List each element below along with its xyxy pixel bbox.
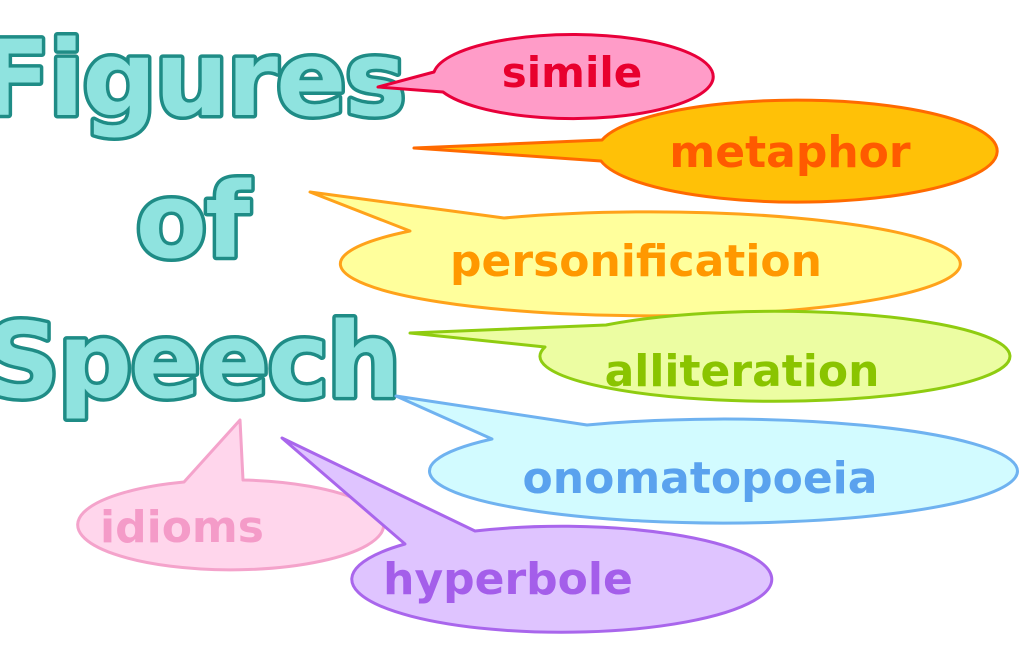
speech-bubble-alliteration-shape bbox=[408, 309, 1012, 403]
bubble-label-onomatopoeia: onomatopoeia bbox=[523, 453, 878, 504]
title-line-figures: Figures bbox=[0, 18, 404, 140]
bubble-personification: personification bbox=[308, 190, 962, 318]
title-line-of: of bbox=[136, 160, 252, 282]
bubble-label-metaphor: metaphor bbox=[669, 127, 910, 178]
title-line-speech: Speech bbox=[0, 300, 399, 422]
bubble-label-alliteration: alliteration bbox=[605, 346, 880, 397]
bubble-idioms: idioms bbox=[76, 418, 386, 572]
bubble-hyperbole: hyperbole bbox=[280, 436, 774, 634]
bubble-label-simile: simile bbox=[502, 48, 642, 97]
speech-bubble-metaphor-shape bbox=[412, 98, 999, 204]
poster-title: Figures of Speech bbox=[0, 15, 410, 426]
speech-bubble-personification-shape bbox=[308, 190, 962, 318]
bubble-label-idioms: idioms bbox=[100, 502, 264, 553]
speech-bubble-hyperbole-shape bbox=[280, 436, 774, 634]
speech-bubble-onomatopoeia-shape bbox=[394, 394, 1019, 525]
bubble-label-hyperbole: hyperbole bbox=[383, 554, 633, 605]
bubble-onomatopoeia: onomatopoeia bbox=[394, 394, 1019, 525]
speech-bubble-simile-shape bbox=[376, 33, 715, 121]
bubble-label-personification: personification bbox=[450, 236, 822, 287]
bubble-metaphor: metaphor bbox=[412, 98, 999, 204]
bubble-simile: simile bbox=[376, 33, 715, 121]
bubble-alliteration: alliteration bbox=[408, 309, 1012, 403]
